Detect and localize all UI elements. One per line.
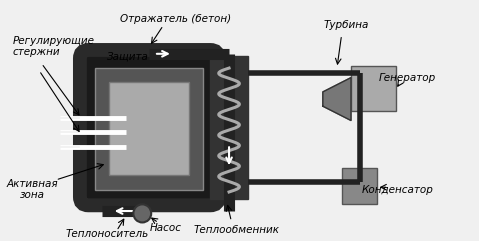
FancyBboxPatch shape bbox=[210, 56, 248, 199]
FancyBboxPatch shape bbox=[351, 66, 396, 111]
Text: Регулирующие
стержни: Регулирующие стержни bbox=[12, 36, 94, 57]
FancyBboxPatch shape bbox=[95, 68, 203, 190]
Text: Конденсатор: Конденсатор bbox=[362, 185, 434, 194]
Text: Защита: Защита bbox=[107, 51, 149, 61]
FancyBboxPatch shape bbox=[110, 82, 189, 175]
Text: Турбина: Турбина bbox=[324, 20, 369, 30]
Text: Генератор: Генератор bbox=[378, 73, 436, 83]
Text: Активная
зона: Активная зона bbox=[6, 179, 58, 200]
Text: Теплообменник: Теплообменник bbox=[193, 225, 279, 235]
Ellipse shape bbox=[133, 204, 151, 222]
Text: Насос: Насос bbox=[150, 223, 182, 233]
Text: Отражатель (бетон): Отражатель (бетон) bbox=[120, 14, 231, 25]
Polygon shape bbox=[323, 78, 351, 120]
Text: Теплоноситель: Теплоноситель bbox=[66, 229, 149, 239]
FancyBboxPatch shape bbox=[342, 168, 377, 204]
FancyBboxPatch shape bbox=[79, 49, 220, 206]
